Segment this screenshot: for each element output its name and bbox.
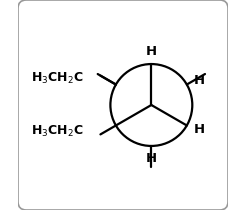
FancyBboxPatch shape [18,0,228,210]
Text: H: H [146,45,157,58]
Text: H$_3$CH$_2$C: H$_3$CH$_2$C [31,71,83,86]
Text: H$_3$CH$_2$C: H$_3$CH$_2$C [31,124,83,139]
Text: H: H [194,123,205,136]
Text: H: H [194,74,205,87]
Text: H: H [146,152,157,165]
